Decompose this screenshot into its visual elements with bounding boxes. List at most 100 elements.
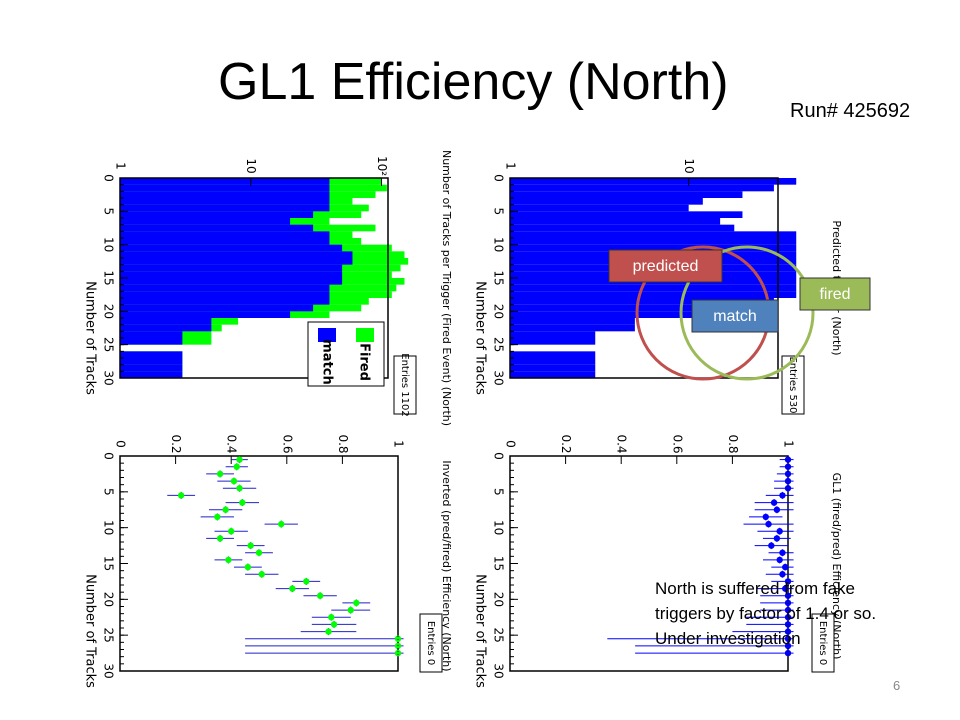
data-point (236, 456, 243, 463)
x-tick-label: 25 (102, 337, 116, 352)
bar-predicted (510, 238, 797, 245)
bar-match (120, 271, 343, 278)
data-point (347, 606, 354, 614)
bar-match (120, 284, 330, 292)
bar-predicted (510, 224, 735, 232)
data-point (784, 606, 792, 614)
data-point (214, 513, 221, 521)
y-tick-label: 0.8 (336, 434, 350, 453)
x-tick-label: 0 (102, 174, 116, 182)
bar-match (120, 318, 212, 325)
data-point (244, 563, 252, 571)
x-axis-label: Number of Tracks (83, 574, 98, 688)
investigation-note: North is suffered from fake triggers by … (655, 576, 876, 651)
x-tick-label: 25 (492, 337, 506, 352)
data-point (776, 556, 783, 564)
venn-predicted-label: predicted (633, 258, 699, 275)
bar-match (120, 204, 330, 212)
data-point (216, 470, 224, 478)
stats-entries: Entries 0 (817, 621, 828, 665)
data-point (353, 599, 360, 607)
data-point (773, 506, 781, 513)
data-point (325, 628, 332, 635)
data-point (239, 499, 246, 506)
bar-match (120, 304, 314, 312)
data-point (316, 592, 324, 599)
data-point (784, 614, 792, 621)
bar-match (120, 351, 183, 358)
bar-match (120, 238, 330, 245)
y-tick-label: 0.4 (615, 434, 629, 453)
bar-match (120, 178, 330, 185)
y-tick-label: 0 (114, 440, 128, 448)
data-point (776, 528, 783, 535)
venn-circle-fired (679, 245, 815, 381)
note-line-2: triggers by factor of 1.4 or so. (655, 604, 877, 623)
venn-predicted-box (608, 249, 723, 283)
x-axis-label: Number of Tracks (473, 574, 488, 688)
bar-predicted (510, 191, 743, 198)
data-point (765, 520, 772, 528)
y-tick-label: 1 (782, 440, 796, 448)
x-tick-label: 0 (102, 452, 116, 460)
legend-label-match: match (320, 339, 335, 385)
bar-match (120, 264, 343, 272)
data-point (768, 542, 775, 549)
x-tick-label: 0 (492, 452, 506, 460)
note-line-1: North is suffered from fake (655, 579, 855, 598)
data-point (762, 513, 769, 521)
bar-match (120, 211, 314, 218)
bar-match (120, 244, 343, 252)
data-point (394, 649, 402, 657)
data-point (247, 542, 254, 549)
y-tick-label: 0.6 (670, 434, 684, 453)
data-point (784, 470, 792, 478)
bar-predicted (510, 184, 774, 192)
chart-title: Inverted (pred/fired) Efficiency (North) (440, 460, 453, 671)
data-point (289, 585, 296, 592)
bar-predicted (510, 284, 797, 292)
stats-box (781, 355, 805, 415)
y-tick-label: 10 (682, 158, 696, 173)
x-tick-label: 15 (492, 270, 506, 285)
data-point (784, 463, 792, 470)
note-line-3: Under investigation (655, 629, 801, 648)
x-tick-label: 30 (492, 370, 506, 385)
data-point (784, 635, 792, 642)
y-tick-label: 0.4 (225, 434, 239, 453)
bar-match (120, 258, 353, 265)
data-point (328, 614, 335, 621)
y-tick-label: 10² (375, 156, 389, 176)
x-tick-label: 20 (492, 304, 506, 319)
legend: Fired match (307, 321, 385, 387)
bar-match (120, 191, 330, 198)
stats-entries: Entries 530 (787, 356, 798, 413)
x-tick-label: 30 (492, 663, 506, 678)
venn-fired-label: fired (819, 286, 850, 303)
bar-match (120, 218, 291, 225)
x-tick-label: 10 (492, 237, 506, 252)
bar-match (120, 364, 183, 372)
x-tick-label: 15 (102, 556, 116, 571)
x-tick-label: 30 (102, 370, 116, 385)
data-point (784, 628, 792, 635)
bar-predicted (510, 198, 703, 205)
data-point (330, 621, 338, 628)
bar-predicted (510, 311, 743, 318)
data-point (779, 492, 786, 499)
x-tick-label: 15 (102, 270, 116, 285)
x-tick-label: 10 (102, 237, 116, 252)
x-tick-label: 20 (102, 592, 116, 607)
x-tick-label: 20 (102, 304, 116, 319)
y-tick-label: 1 (392, 440, 406, 448)
bar-predicted (510, 304, 774, 312)
x-tick-label: 25 (102, 628, 116, 643)
bar-match (120, 371, 183, 378)
bar-predicted (510, 291, 797, 298)
stats-entries: Entries 1102 (399, 353, 410, 416)
venn-diagram: predicted match fired (608, 245, 871, 381)
run-number: Run# 425692 (790, 100, 911, 122)
bar-match (120, 311, 291, 318)
data-point (303, 578, 310, 585)
